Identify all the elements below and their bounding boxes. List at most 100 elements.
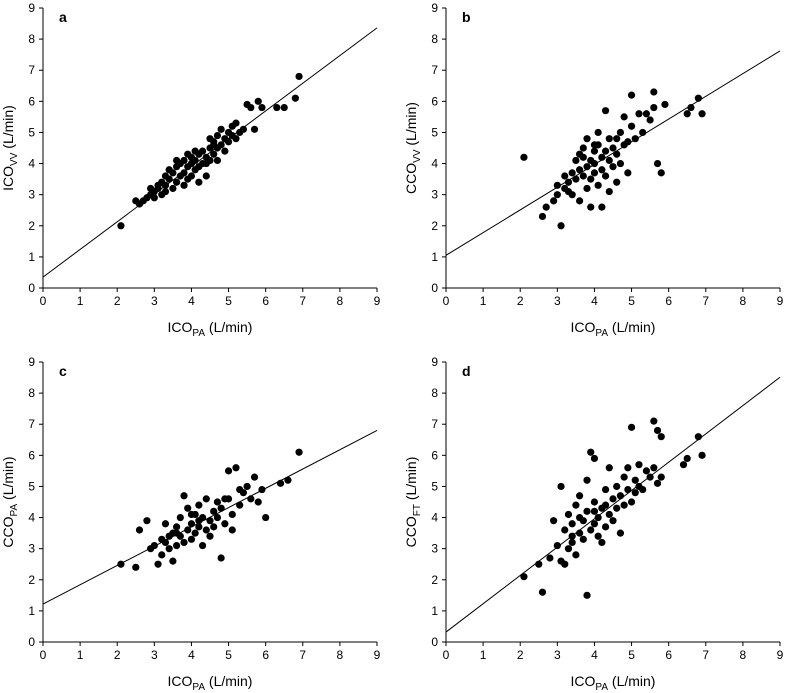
data-point — [161, 172, 170, 180]
data-point — [598, 153, 606, 161]
data-point — [210, 507, 218, 515]
y-tick-label: 3 — [28, 542, 35, 556]
data-point — [620, 113, 628, 121]
data-point — [553, 181, 561, 189]
data-point — [601, 147, 610, 155]
data-point — [594, 181, 602, 189]
x-tick-label: 6 — [665, 294, 672, 308]
y-axis-title: CCOFT (L/min) — [403, 457, 423, 548]
x-tick-label: 1 — [480, 294, 487, 308]
data-point — [698, 110, 706, 118]
data-point — [590, 159, 599, 168]
data-point — [217, 125, 225, 133]
data-point — [161, 520, 170, 528]
x-tick-label: 3 — [554, 294, 561, 308]
data-point — [609, 144, 617, 152]
data-point — [247, 495, 255, 503]
panel-letter: c — [59, 363, 67, 379]
data-point — [583, 591, 591, 599]
panel-b: 0 1 2 3 4 5 6 7 8 9 0 1 2 3 4 5 6 7 8 9 b ICOPA (L/min) CCOVV … — [403, 1, 784, 339]
data-point — [236, 485, 244, 494]
x-tick-label: 7 — [702, 648, 709, 662]
y-axis-title: ICOVV (L/min) — [0, 105, 20, 191]
data-point — [195, 523, 203, 531]
x-tick-label: 8 — [337, 648, 344, 662]
data-point — [161, 181, 170, 189]
data-point — [579, 153, 587, 161]
data-point — [624, 138, 632, 146]
data-point — [553, 541, 561, 550]
x-tick-label: 2 — [517, 648, 524, 662]
data-point — [247, 103, 255, 112]
data-point — [180, 156, 188, 165]
data-point — [576, 529, 584, 537]
data-point — [187, 520, 196, 528]
data-point — [147, 184, 155, 193]
data-point — [601, 501, 610, 509]
data-point — [187, 172, 196, 180]
data-point — [221, 495, 229, 503]
data-point — [232, 119, 240, 127]
panel-d: 0 1 2 3 4 5 6 7 8 9 0 1 2 3 4 5 6 7 8 9 d ICOPA (L/min) CCOFT … — [403, 355, 784, 693]
data-point — [605, 464, 613, 472]
data-point — [653, 159, 662, 168]
data-point — [694, 433, 702, 441]
x-tick-label: 8 — [740, 294, 747, 308]
y-tick-label: 5 — [28, 479, 35, 493]
data-point — [576, 197, 584, 205]
data-point — [594, 513, 602, 522]
regression-line — [42, 27, 378, 278]
data-point — [635, 110, 643, 118]
data-point — [228, 526, 236, 534]
data-point — [587, 526, 595, 534]
data-point — [698, 451, 706, 459]
data-point — [187, 510, 196, 519]
panel-letter: d — [462, 363, 471, 379]
panel-c: 0 1 2 3 4 5 6 7 8 9 0 1 2 3 4 5 6 7 8 9 c ICOPA (L/min) CCOPA … — [0, 355, 381, 693]
data-point — [661, 100, 669, 109]
x-tick-label: 4 — [591, 294, 598, 308]
data-point — [236, 501, 244, 509]
data-point — [601, 172, 610, 180]
data-point — [180, 181, 188, 189]
data-point — [117, 560, 125, 568]
y-tick-label: 3 — [28, 188, 35, 202]
data-point — [542, 203, 550, 211]
data-point — [561, 172, 569, 180]
data-point — [624, 169, 632, 177]
data-point — [657, 169, 665, 177]
data-point — [217, 554, 225, 562]
data-point — [224, 138, 233, 146]
y-tick-label: 9 — [431, 1, 438, 15]
data-point — [262, 513, 270, 522]
data-point — [605, 187, 613, 196]
data-point — [535, 560, 543, 568]
data-point — [583, 476, 591, 484]
x-tick-label: 7 — [299, 648, 306, 662]
data-point — [150, 541, 158, 550]
y-tick-label: 1 — [28, 604, 35, 618]
data-point — [642, 110, 651, 118]
data-point — [616, 492, 625, 500]
data-point — [154, 560, 162, 568]
data-point — [232, 464, 240, 472]
data-point — [598, 203, 606, 211]
y-tick-label: 0 — [431, 635, 438, 649]
y-tick-label: 4 — [28, 511, 35, 525]
data-point — [258, 103, 266, 112]
x-tick-label: 9 — [374, 648, 381, 662]
data-point — [639, 485, 647, 494]
data-point — [280, 103, 288, 112]
data-point — [206, 517, 214, 525]
x-tick-label: 3 — [554, 648, 561, 662]
data-point — [601, 107, 610, 115]
data-point — [143, 517, 151, 525]
data-point — [624, 485, 632, 494]
y-tick-label: 8 — [28, 32, 35, 46]
data-point — [609, 517, 617, 525]
x-tick-label: 0 — [40, 294, 47, 308]
data-point — [576, 492, 584, 500]
panel-letter: a — [59, 9, 67, 25]
data-point — [605, 135, 613, 143]
y-tick-label: 4 — [28, 157, 35, 171]
